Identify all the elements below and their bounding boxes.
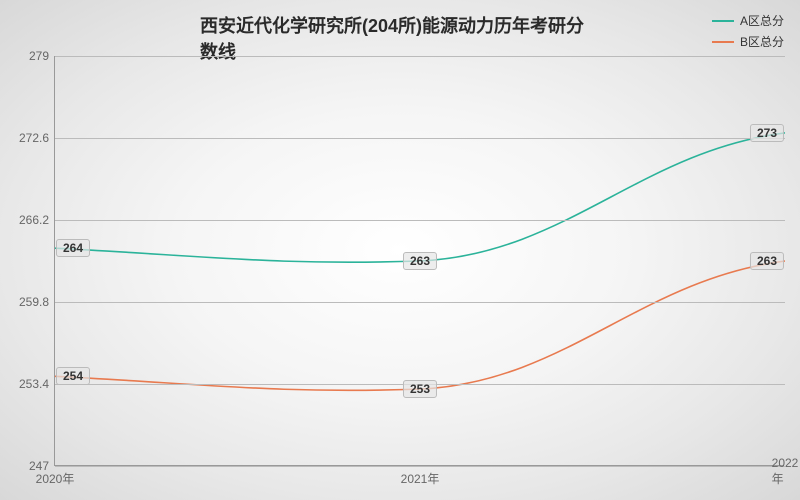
data-point-label: 264 — [56, 239, 90, 257]
data-point-label: 263 — [403, 252, 437, 270]
plot-area: 247253.4259.8266.2272.62792020年2021年2022… — [54, 56, 784, 466]
data-point-label: 254 — [56, 367, 90, 385]
y-axis-label: 259.8 — [11, 295, 49, 309]
legend-label-a: A区总分 — [740, 12, 784, 29]
data-point-label: 263 — [750, 252, 784, 270]
chart-container: 西安近代化学研究所(204所)能源动力历年考研分数线 A区总分 B区总分 247… — [0, 0, 800, 500]
legend-label-b: B区总分 — [740, 33, 784, 50]
legend: A区总分 B区总分 — [712, 12, 784, 54]
data-point-label: 273 — [750, 124, 784, 142]
x-axis-label: 2022年 — [772, 456, 799, 487]
gridline — [55, 138, 785, 139]
line-series-a — [55, 133, 785, 262]
x-axis-label: 2020年 — [36, 470, 75, 487]
x-axis-label: 2021年 — [401, 470, 440, 487]
legend-swatch-b — [712, 41, 734, 43]
y-axis-label: 266.2 — [11, 213, 49, 227]
y-axis-label: 279 — [11, 49, 49, 63]
gridline — [55, 220, 785, 221]
data-point-label: 253 — [403, 380, 437, 398]
gridline — [55, 302, 785, 303]
y-axis-label: 253.4 — [11, 377, 49, 391]
gridline — [55, 56, 785, 57]
y-axis-label: 272.6 — [11, 131, 49, 145]
line-series-b — [55, 261, 785, 390]
legend-item-b: B区总分 — [712, 33, 784, 50]
legend-item-a: A区总分 — [712, 12, 784, 29]
gridline — [55, 466, 785, 467]
legend-swatch-a — [712, 20, 734, 22]
